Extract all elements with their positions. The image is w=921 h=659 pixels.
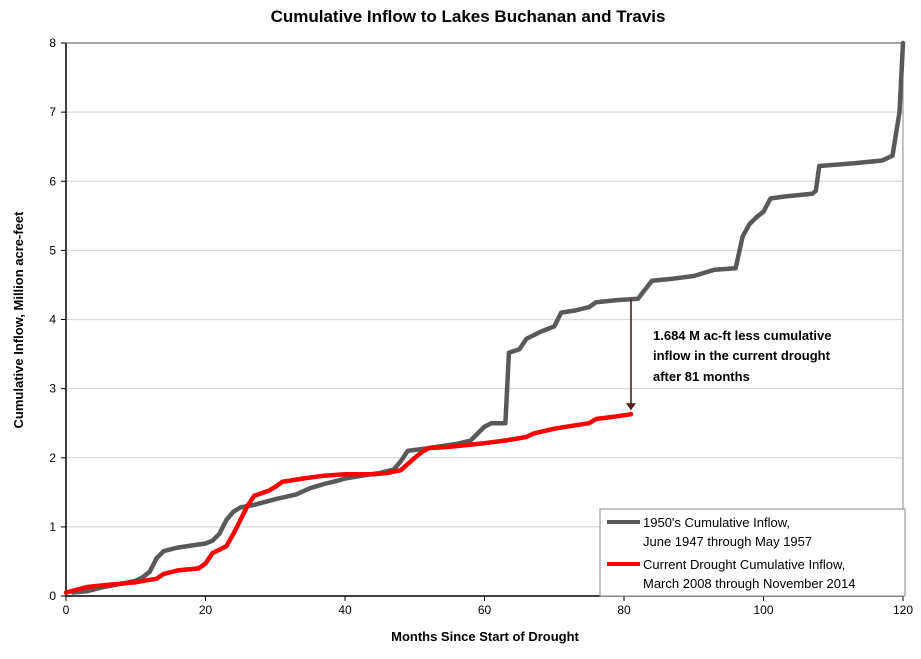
y-tick-label: 5	[49, 243, 56, 257]
gridlines	[66, 42, 903, 528]
chart-title: Cumulative Inflow to Lakes Buchanan and …	[271, 7, 666, 26]
x-axis-label: Months Since Start of Drought	[391, 629, 579, 644]
y-tick-label: 1	[49, 520, 56, 534]
arrow-head	[625, 403, 636, 411]
annotation-line-1: 1.684 M ac-ft less cumulative	[653, 328, 831, 343]
annotation-line-3: after 81 months	[653, 369, 750, 384]
legend-box	[599, 508, 906, 597]
y-axis-label: Cumulative Inflow, Million acre-feet	[11, 211, 26, 429]
x-tick-label: 60	[478, 603, 492, 617]
series-line-current-drought	[63, 411, 634, 595]
x-tick-label: 40	[338, 603, 352, 617]
x-tick-label: 80	[617, 603, 631, 617]
series-lines	[63, 40, 906, 595]
annotation-line-2: inflow in the current drought	[653, 348, 831, 363]
y-tick-label: 7	[49, 105, 56, 119]
x-tick-label: 20	[199, 603, 213, 617]
y-tick-labels: 0 1 2 3 4 5 6 7 8	[49, 36, 56, 603]
series-line-1950s	[70, 40, 906, 595]
annotation: 1.684 M ac-ft less cumulative inflow in …	[625, 299, 831, 411]
x-tick-label: 0	[63, 603, 70, 617]
legend-label-current-dates: March 2008 through November 2014	[643, 576, 855, 591]
y-tick-label: 4	[49, 313, 56, 327]
axes	[61, 42, 904, 601]
x-tick-label: 120	[893, 603, 913, 617]
legend-label-current: Current Drought Cumulative Inflow,	[643, 557, 845, 572]
x-tick-labels: 0 20 40 60 80 100 120	[63, 603, 914, 617]
y-tick-label: 3	[49, 382, 56, 396]
y-tick-label: 6	[49, 174, 56, 188]
legend-label-1950s: 1950's Cumulative Inflow,	[643, 515, 790, 530]
x-tick-label: 100	[753, 603, 773, 617]
y-tick-label: 8	[49, 36, 56, 50]
y-tick-label: 0	[49, 589, 56, 603]
y-tick-label: 2	[49, 451, 56, 465]
legend: 1950's Cumulative Inflow, June 1947 thro…	[599, 508, 906, 597]
legend-label-1950s-dates: June 1947 through May 1957	[643, 534, 812, 549]
